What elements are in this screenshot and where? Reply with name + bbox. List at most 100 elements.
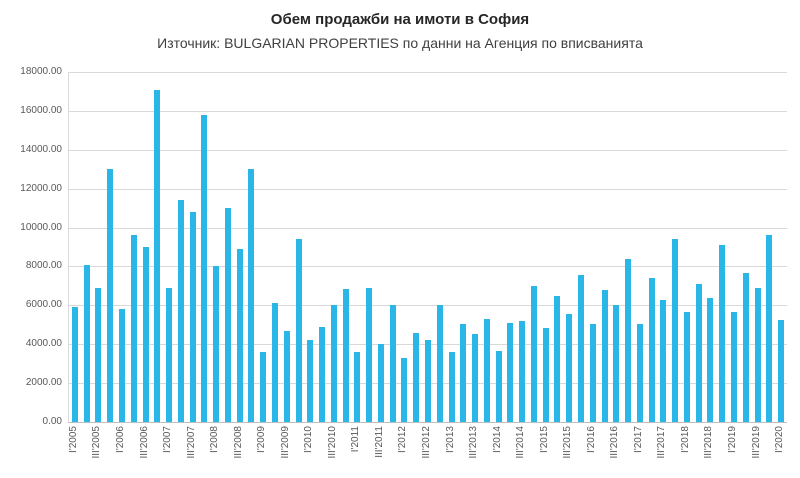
x-tick-label: III'2009 (279, 426, 291, 459)
gridline (69, 149, 787, 151)
gridline (69, 72, 787, 73)
bar (530, 285, 537, 422)
bar (201, 114, 208, 422)
gridline (69, 188, 787, 190)
x-tick-label: III'2012 (421, 426, 432, 459)
x-tick-label: I'2014 (491, 426, 503, 453)
x-tick-label: I'2011 (350, 426, 362, 453)
plot-area (68, 72, 787, 423)
bar (613, 305, 620, 422)
bar (71, 307, 78, 422)
y-tick-label: 4000.00 (25, 338, 62, 350)
x-tick-label: III'2016 (609, 426, 621, 459)
x-tick-label: I'2012 (397, 426, 409, 453)
x-tick-label: III'2018 (703, 426, 715, 459)
bar (142, 247, 149, 422)
x-tick-label: III'2014 (515, 426, 527, 459)
bar (213, 266, 220, 422)
chart-subtitle: Източник: BULGARIAN PROPERTIES по данни … (157, 35, 643, 51)
bar (472, 333, 479, 422)
y-tick-label: 0.00 (42, 416, 62, 427)
bar (95, 287, 102, 422)
x-tick-label: III'2005 (91, 426, 103, 459)
bar (377, 344, 384, 422)
x-tick-label: I'2008 (209, 426, 221, 453)
x-tick-label: III'2019 (750, 426, 762, 459)
y-tick-label: 8000.00 (25, 260, 62, 272)
bar (177, 200, 184, 422)
x-axis-labels: I'2005 III'2005 I'2006 III'2006 I'2007 III'20… (68, 424, 786, 478)
bar (413, 332, 420, 422)
bar (672, 239, 679, 422)
gridline (69, 110, 787, 112)
y-tick-label: 6000.00 (25, 299, 62, 311)
bar (554, 295, 561, 422)
bar (224, 208, 231, 422)
bar (695, 283, 702, 422)
bar (107, 169, 114, 422)
x-tick-label: I'2016 (585, 426, 597, 453)
bar (778, 319, 785, 422)
y-tick-label: 18000.00 (20, 66, 62, 77)
x-tick-label: III'2017 (656, 426, 668, 459)
x-tick-label: III'2015 (562, 426, 574, 459)
x-tick-label: I'2019 (727, 426, 739, 453)
x-tick-label: I'2018 (679, 426, 691, 453)
x-tick-label: I'2015 (538, 426, 550, 453)
bar (154, 89, 161, 422)
y-tick-label: 12000.00 (20, 182, 62, 194)
gridline (69, 305, 787, 307)
x-tick-label: I'2020 (774, 426, 786, 453)
x-tick-label: I'2017 (632, 426, 644, 453)
x-tick-label: I'2006 (114, 426, 126, 453)
bar (118, 309, 125, 422)
x-tick-label: I'2007 (162, 426, 174, 453)
bar (319, 326, 326, 422)
gridline (69, 227, 787, 229)
x-tick-label: I'2009 (256, 426, 268, 453)
bar (648, 278, 655, 422)
bar (542, 327, 549, 422)
bar (683, 312, 690, 422)
bar (754, 287, 761, 422)
x-tick-label: III'2007 (185, 426, 197, 459)
x-tick-label: I'2005 (67, 426, 79, 453)
bar (589, 323, 596, 422)
bar (519, 320, 526, 422)
bar (766, 235, 773, 422)
y-tick-label: 16000.00 (20, 104, 62, 116)
x-tick-label: III'2010 (326, 426, 338, 459)
bar (354, 352, 361, 422)
bar (260, 352, 267, 422)
x-tick-label: I'2010 (303, 426, 315, 453)
bar (436, 305, 443, 422)
bar (601, 289, 608, 422)
bar (366, 287, 373, 422)
bar (483, 318, 490, 422)
y-tick-label: 14000.00 (20, 143, 62, 155)
bar (660, 299, 667, 422)
bar (342, 288, 349, 422)
bar (83, 264, 90, 422)
bar (389, 305, 396, 422)
bar (625, 258, 632, 422)
x-tick-label: III'2013 (468, 426, 480, 459)
bar (719, 245, 726, 422)
bar (636, 323, 643, 422)
bar (425, 340, 431, 422)
bar (401, 357, 408, 422)
x-tick-label: III'2006 (138, 426, 150, 459)
bar (271, 303, 278, 422)
x-tick-label: I'2013 (444, 426, 456, 453)
bar (330, 305, 337, 422)
y-tick-label: 10000.00 (20, 221, 62, 233)
bar (236, 248, 243, 422)
bar (448, 352, 455, 422)
bar (578, 275, 585, 422)
bar (248, 169, 255, 422)
bar (130, 235, 137, 422)
x-tick-label: III'2011 (373, 426, 385, 458)
bar (566, 314, 573, 422)
bar (742, 273, 749, 422)
